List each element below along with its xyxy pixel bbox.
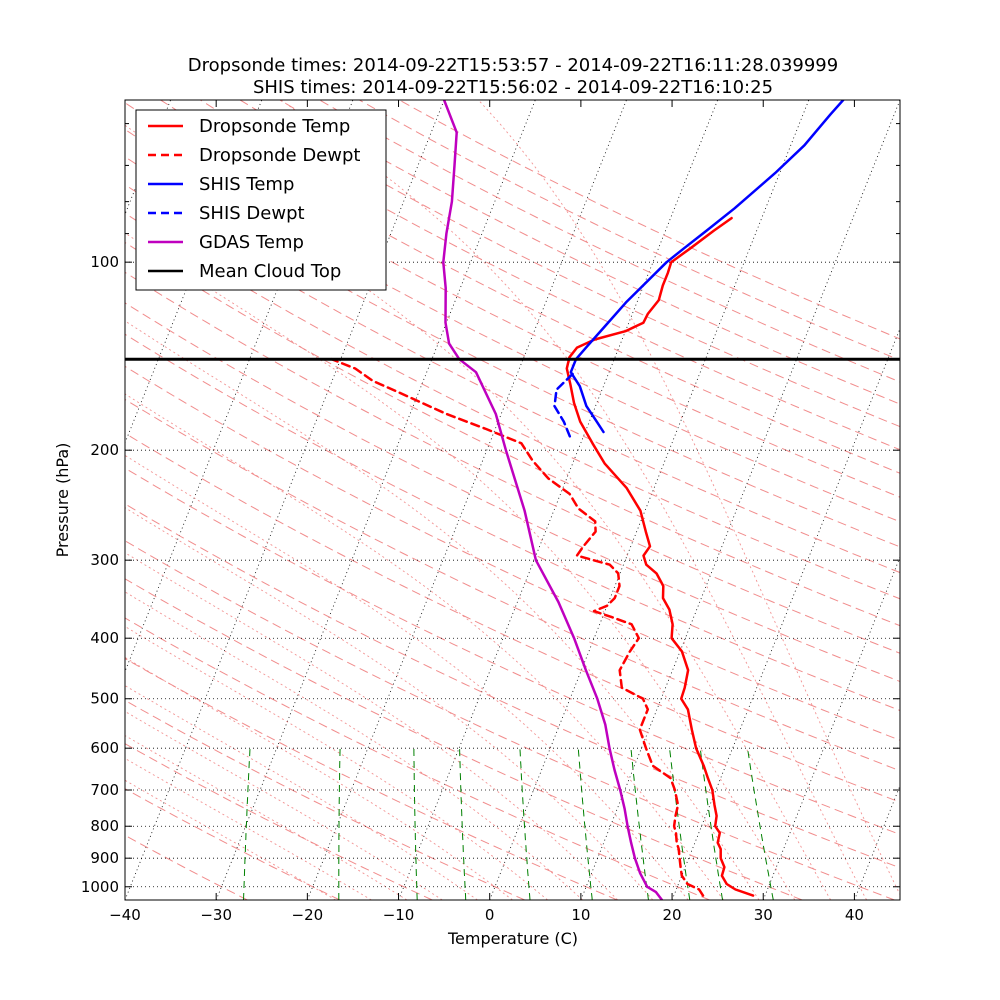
moist-adiabat-line — [125, 232, 796, 900]
chart-title-line-2: SHIS times: 2014-09-22T15:56:02 - 2014-0… — [253, 77, 773, 98]
dry-adiabat-line — [125, 540, 895, 900]
dry-adiabat-line — [125, 333, 900, 712]
y-axis-ticks: 100 200 300 400 500 600 700 800 900 1000 — [81, 123, 900, 896]
y-tick-label: 500 — [90, 690, 119, 708]
series-gdas-temp — [442, 100, 664, 900]
dry-adiabat-line — [125, 657, 618, 900]
mixing-ratio-line — [577, 748, 593, 900]
mixing-ratio-line — [747, 748, 774, 900]
mixing-ratio-line — [519, 748, 531, 900]
moist-adiabat-line — [125, 393, 724, 900]
series-shis-dewpt — [553, 370, 576, 438]
moist-adiabat-line — [125, 507, 654, 900]
x-tick-label: 20 — [663, 906, 682, 924]
mixing-ratio-line — [413, 748, 418, 900]
chart-title-line-1: Dropsonde times: 2014-09-22T15:53:57 - 2… — [188, 55, 838, 76]
legend-label: SHIS Dewpt — [199, 203, 305, 224]
isotherm-line — [946, 100, 1000, 900]
dry-adiabat-line — [125, 699, 525, 900]
legend-label: Dropsonde Dewpt — [199, 145, 360, 166]
y-tick-label: 900 — [90, 849, 119, 867]
x-tick-label: −20 — [292, 906, 324, 924]
moist-adiabat-line — [125, 625, 548, 900]
dry-adiabat-line — [125, 432, 900, 803]
moist-adiabat-line — [125, 591, 583, 900]
x-tick-label: −10 — [383, 906, 415, 924]
moist-adiabat-line — [125, 685, 478, 900]
legend-label: Dropsonde Temp — [199, 116, 350, 137]
dry-adiabat-line — [125, 503, 900, 869]
dry-adiabat-line — [125, 156, 900, 548]
moist-adiabat-line — [125, 552, 619, 900]
y-tick-label: 300 — [90, 551, 119, 569]
y-tick-label: 700 — [90, 781, 119, 799]
mixing-ratio-line — [338, 748, 341, 900]
dry-adiabat-line — [358, 100, 900, 361]
x-tick-label: 40 — [845, 906, 864, 924]
dry-adiabat-line — [125, 467, 900, 836]
x-tick-label: −30 — [200, 906, 232, 924]
series-dropsonde-temp — [565, 216, 755, 897]
dry-adiabat-line — [125, 365, 900, 741]
moist-adiabat-line — [125, 757, 372, 900]
series-shis-temp — [569, 100, 845, 434]
moist-adiabat-line — [478, 100, 900, 896]
dry-adiabat-line — [125, 743, 433, 900]
x-tick-label: −40 — [109, 906, 141, 924]
y-tick-label: 200 — [90, 441, 119, 459]
isotherm-line — [580, 100, 900, 900]
y-axis-label: Pressure (hPa) — [53, 443, 72, 558]
plot-frame — [124, 99, 901, 901]
legend: Dropsonde Temp Dropsonde Dewpt SHIS Temp SH… — [135, 109, 387, 291]
pressure-gridlines — [125, 261, 900, 888]
moist-adiabat-line — [125, 710, 443, 900]
mixing-ratio-line — [459, 748, 467, 900]
mixing-ratio-line — [243, 748, 251, 900]
moist-adiabat-line — [280, 100, 867, 900]
isotherm-line — [854, 784, 900, 900]
y-tick-label: 100 — [90, 253, 119, 271]
legend-label: Mean Cloud Top — [199, 261, 341, 282]
sounding-series — [330, 100, 845, 900]
dry-adiabat-line — [199, 100, 900, 451]
mixing-ratio-line — [630, 748, 649, 900]
legend-label: GDAS Temp — [199, 232, 304, 253]
x-tick-label: 30 — [754, 906, 773, 924]
y-tick-label: 600 — [90, 739, 119, 757]
isotherm-line — [762, 556, 900, 900]
x-tick-label: 0 — [485, 906, 495, 924]
series-dropsonde-dewpt — [330, 357, 705, 897]
moist-adiabat-line — [125, 320, 760, 900]
legend-box — [135, 109, 387, 291]
legend-label: SHIS Temp — [199, 174, 294, 195]
moist-adiabat-line — [125, 656, 513, 900]
dry-adiabat-line — [239, 100, 900, 428]
y-tick-label: 400 — [90, 629, 119, 647]
dry-adiabat-line — [398, 100, 900, 340]
y-tick-label: 800 — [90, 817, 119, 835]
isotherm-line — [398, 100, 719, 900]
x-axis-label: Temperature (C) — [447, 929, 578, 948]
dry-adiabat-line — [125, 398, 900, 772]
x-tick-label: 10 — [571, 906, 590, 924]
y-tick-label: 1000 — [81, 878, 119, 896]
dry-adiabat-line — [125, 241, 900, 627]
mixing-ratio-line — [669, 748, 691, 900]
x-axis-ticks: −40 −30 −20 −10 0 10 20 30 40 — [109, 100, 864, 924]
mixing-ratio-line — [699, 748, 724, 900]
